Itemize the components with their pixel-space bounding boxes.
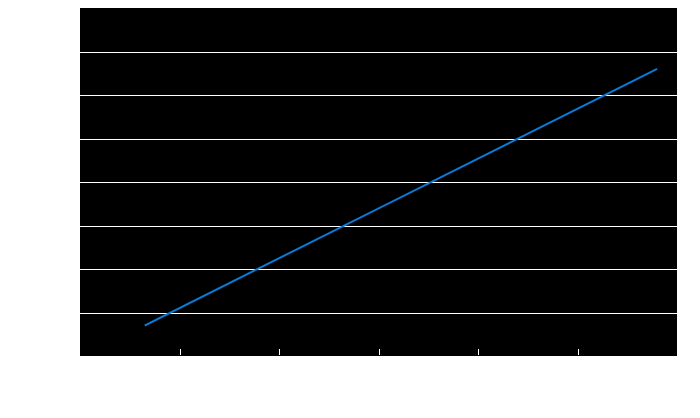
gridlines <box>80 52 677 314</box>
series-layer <box>144 68 658 327</box>
series-line-1 <box>144 68 658 327</box>
x-axis-ticks <box>180 349 579 355</box>
